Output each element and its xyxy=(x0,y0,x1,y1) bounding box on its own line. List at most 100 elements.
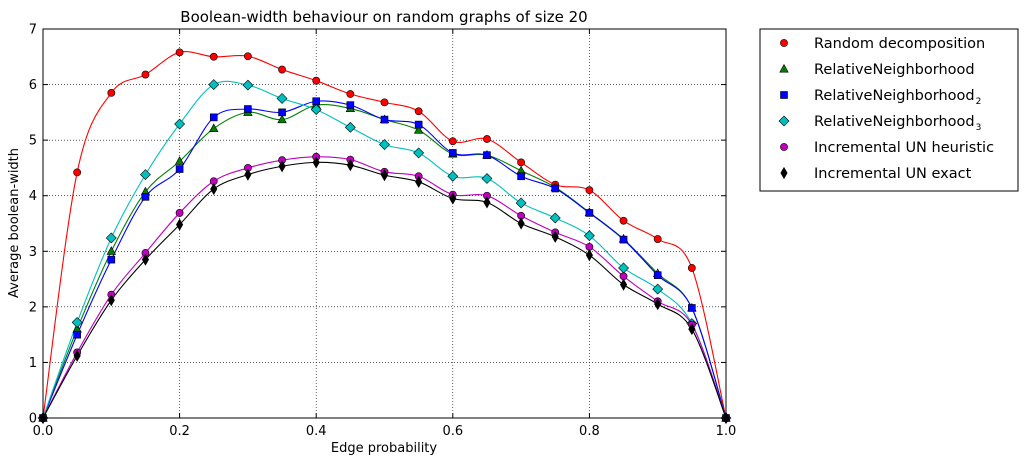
data-point-series-0 xyxy=(619,216,628,225)
legend-label-2: RelativeNeighborhood xyxy=(814,88,975,104)
y-tick-label: 2 xyxy=(29,300,37,315)
legend-marker-4 xyxy=(780,143,788,151)
plot-frame xyxy=(42,28,727,419)
legend-marker-0 xyxy=(780,39,788,47)
data-point-series-5 xyxy=(278,160,286,173)
data-point-series-0 xyxy=(483,135,491,143)
legend: Random decomposition RelativeNeighborhood… xyxy=(759,28,1019,192)
data-point-series-3 xyxy=(379,139,390,151)
data-point-series-1 xyxy=(106,246,117,255)
data-point-series-3 xyxy=(140,169,151,181)
data-point-series-5 xyxy=(415,175,423,188)
data-point-series-1 xyxy=(413,125,424,134)
data-point-series-0 xyxy=(653,235,662,243)
y-tick-label: 0 xyxy=(29,412,37,427)
data-point-series-2 xyxy=(551,184,560,193)
data-point-series-5 xyxy=(688,322,696,336)
grid xyxy=(43,29,726,418)
x-tick-label: 0.0 xyxy=(33,424,54,439)
data-point-series-5 xyxy=(141,253,149,266)
x-tick-label: 0.8 xyxy=(579,424,600,439)
legend-label-1: RelativeNeighborhood xyxy=(814,62,975,78)
legend-marker-2 xyxy=(780,91,788,99)
x-tick-label: 1.0 xyxy=(716,424,737,439)
legend-label-subscript-3: 3 xyxy=(976,123,982,133)
data-point-series-0 xyxy=(243,52,252,61)
data-point-series-0 xyxy=(346,90,355,98)
y-tick-label: 7 xyxy=(29,23,37,38)
data-point-series-3 xyxy=(208,79,220,90)
data-point-series-0 xyxy=(73,168,82,177)
data-point-series-2 xyxy=(346,101,355,109)
data-point-series-1 xyxy=(277,114,287,124)
legend-marker-1 xyxy=(779,63,789,73)
data-point-series-5 xyxy=(380,169,389,182)
data-point-series-3 xyxy=(242,79,254,91)
x-tick-label: 0.6 xyxy=(442,424,463,439)
data-point-series-3 xyxy=(276,93,288,104)
axis-ticks: 0.0 0.2 0.4 0.6 0.8 1.0 0 1 2 3 4 5 6 7 xyxy=(29,23,737,440)
data-point-series-5 xyxy=(449,192,457,205)
legend-label-3: RelativeNeighborhood xyxy=(814,114,975,130)
data-point-series-5 xyxy=(551,230,559,243)
data-point-series-5 xyxy=(483,196,491,209)
legend-label-4: Incremental UN heuristic xyxy=(814,140,994,156)
data-point-series-1 xyxy=(174,156,185,165)
data-point-series-5 xyxy=(346,159,354,172)
data-point-series-2 xyxy=(688,304,696,312)
x-tick-label: 0.2 xyxy=(169,424,190,439)
data-point-series-0 xyxy=(175,48,184,57)
data-point-series-2 xyxy=(448,149,457,157)
data-point-series-5 xyxy=(107,294,115,307)
data-point-series-5 xyxy=(312,156,320,169)
data-point-series-0 xyxy=(517,158,525,167)
legend-label-5: Incremental UN exact xyxy=(814,166,972,182)
data-point-series-4 xyxy=(175,209,184,217)
data-point-series-2 xyxy=(209,113,218,122)
series-markers xyxy=(37,48,732,425)
data-point-series-5 xyxy=(620,278,628,291)
data-point-series-3 xyxy=(174,118,186,130)
y-tick-label: 5 xyxy=(29,134,37,149)
data-point-series-0 xyxy=(209,52,218,61)
x-tick-label: 0.4 xyxy=(306,424,327,439)
data-point-series-3 xyxy=(71,316,83,328)
data-point-series-5 xyxy=(210,182,218,196)
data-point-series-5 xyxy=(654,297,662,311)
data-point-series-3 xyxy=(310,104,322,116)
data-point-series-3 xyxy=(652,283,664,295)
legend-label-subscript-2: 2 xyxy=(976,97,982,107)
data-point-series-3 xyxy=(413,147,425,159)
data-point-series-3 xyxy=(344,121,356,133)
data-point-series-2 xyxy=(585,209,594,217)
data-point-series-2 xyxy=(414,120,423,129)
data-point-series-5 xyxy=(585,249,593,262)
data-point-series-0 xyxy=(312,76,321,85)
data-point-series-3 xyxy=(481,173,493,184)
y-tick-label: 3 xyxy=(29,245,37,260)
data-point-series-0 xyxy=(585,186,594,195)
y-axis-label: Average boolean-width xyxy=(7,148,22,298)
legend-marker-5 xyxy=(780,166,788,180)
data-point-series-2 xyxy=(653,271,662,279)
data-point-series-5 xyxy=(73,349,81,362)
y-tick-label: 4 xyxy=(29,189,37,204)
data-point-series-3 xyxy=(105,232,117,244)
data-point-series-2 xyxy=(380,115,389,124)
data-point-series-2 xyxy=(107,255,116,264)
data-point-series-2 xyxy=(483,151,491,159)
chart-title: Boolean-width behaviour on random graphs… xyxy=(180,8,587,26)
legend-frame xyxy=(759,28,1019,192)
data-point-series-2 xyxy=(141,193,150,201)
data-point-series-0 xyxy=(107,89,116,97)
data-point-series-2 xyxy=(73,330,81,339)
data-point-series-0 xyxy=(448,137,457,146)
data-point-series-2 xyxy=(244,105,252,113)
data-point-series-0 xyxy=(278,65,286,74)
data-point-series-3 xyxy=(583,230,595,242)
data-point-series-0 xyxy=(141,70,150,79)
data-point-series-3 xyxy=(515,197,527,209)
legend-marker-3 xyxy=(778,115,790,127)
data-point-series-3 xyxy=(447,170,459,182)
